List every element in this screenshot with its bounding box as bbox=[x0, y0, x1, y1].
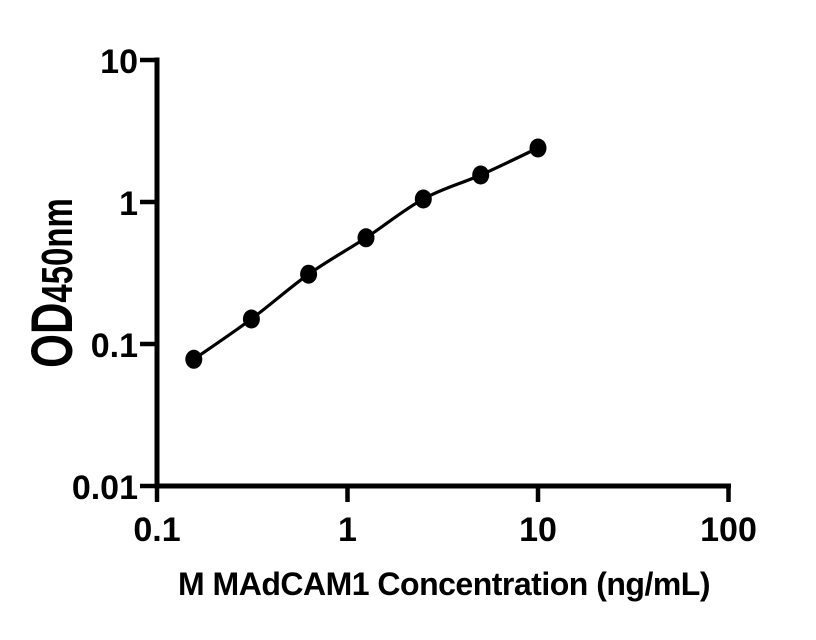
x-tick-label-100: 100 bbox=[700, 511, 757, 549]
data-point bbox=[185, 349, 203, 369]
plot-layer bbox=[185, 138, 547, 369]
y-tick-label-1: 1 bbox=[119, 185, 138, 223]
data-point bbox=[357, 228, 375, 248]
data-point bbox=[414, 189, 432, 209]
y-tick-label-0-1: 0.1 bbox=[91, 327, 138, 365]
data-point bbox=[529, 138, 547, 158]
x-tick-label-0-1: 0.1 bbox=[133, 511, 180, 549]
y-tick-label-0-01: 0.01 bbox=[72, 469, 138, 507]
y-tick-label-10: 10 bbox=[100, 43, 138, 81]
data-point bbox=[300, 264, 318, 284]
y-axis-title: OD450nm bbox=[20, 198, 84, 368]
axes-layer bbox=[140, 57, 731, 502]
x-axis-title: M MAdCAM1 Concentration (ng/mL) bbox=[178, 566, 710, 602]
x-tick-label-10: 10 bbox=[519, 511, 557, 549]
y-axis-title-subscript: 450nm bbox=[34, 198, 83, 303]
data-point bbox=[242, 309, 260, 329]
y-axis-title-main: OD bbox=[20, 303, 84, 368]
x-tick-label-1: 1 bbox=[338, 511, 357, 549]
data-point bbox=[472, 165, 490, 185]
